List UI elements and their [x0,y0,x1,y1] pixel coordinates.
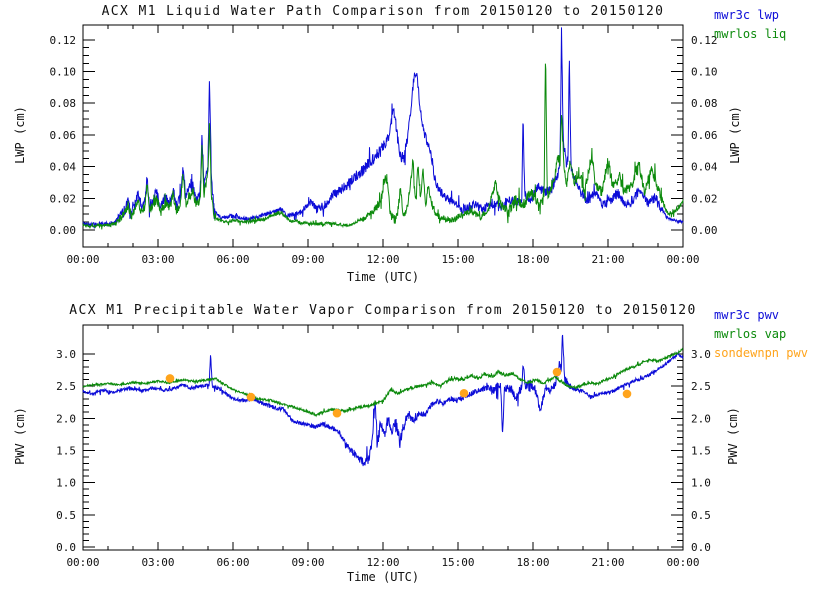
x-tick-label: 09:00 [291,556,324,569]
x-tick-label: 00:00 [66,556,99,569]
sonde-point [165,374,175,383]
legend-mwr3c-pwv: mwr3c pwv [714,308,780,322]
mwr3c-lwp-series-path [82,27,684,229]
y-tick-label: 2.5 [56,380,76,393]
x-tick-label: 21:00 [591,556,624,569]
x-tick-label: 03:00 [141,253,174,266]
x-tick-label: 15:00 [441,556,474,569]
y-tick-label: 0.06 [691,129,718,142]
y-tick-label: 1.0 [691,477,711,490]
sonde-point [552,367,562,377]
x-tick-label: 09:00 [291,253,324,266]
y-tick-label: 0.08 [50,97,77,110]
y-tick-label: 0.10 [50,66,77,79]
sonde-point [459,388,469,398]
x-tick-label: 06:00 [216,556,249,569]
x-tick-label: 00:00 [666,556,699,569]
legend-sondewnpn-pwv: sondewnpn pwv [714,346,808,360]
y-tick-label: 0.08 [691,97,718,110]
plot-box [82,24,684,248]
x-tick-label: 06:00 [216,253,249,266]
y-tick-label: 0.10 [691,66,718,79]
x-tick-label: 03:00 [141,556,174,569]
x-tick-label: 18:00 [516,253,549,266]
sonde-point [246,392,256,402]
y-tick-label: 2.0 [691,412,711,425]
y-tick-label: 2.5 [691,380,711,393]
lwp-x-axis-label: Time (UTC) [346,270,420,284]
y-tick-label: 0.02 [691,192,718,205]
x-tick-label: 12:00 [366,556,399,569]
legend-mwrlos-vap: mwrlos vap [714,327,787,341]
lwp-y-axis-label-left: LWP (cm) [13,106,27,164]
pwv-x-axis-label: Time (UTC) [346,570,420,584]
x-tick-label: 12:00 [366,253,399,266]
mwrlos-vap-series-path [82,347,683,418]
y-tick-label: 0.00 [50,224,77,237]
y-tick-label: 2.0 [56,412,76,425]
legend-mwr3c-lwp: mwr3c lwp [714,8,780,22]
legend-mwrlos-liq: mwrlos liq [714,27,787,41]
y-tick-label: 0.0 [56,541,76,554]
x-tick-label: 00:00 [66,253,99,266]
y-tick-label: 0.04 [691,161,718,174]
y-tick-label: 3.0 [56,348,76,361]
mwr3c-pwv-series-path [82,334,684,467]
y-tick-label: 0.04 [50,161,77,174]
y-tick-label: 0.06 [50,129,77,142]
y-tick-label: 0.02 [50,192,77,205]
pwv-y-axis-label-left: PWV (cm) [13,407,27,465]
x-tick-label: 21:00 [591,253,624,266]
plot-box [82,324,684,551]
sonde-point [332,408,342,418]
pwv-chart-title: ACX M1 Precipitable Water Vapor Comparis… [69,303,697,318]
y-tick-label: 1.0 [56,477,76,490]
lwp-chart-title: ACX M1 Liquid Water Path Comparison from… [101,4,665,19]
y-tick-label: 0.12 [691,34,718,47]
y-tick-label: 3.0 [691,348,711,361]
x-tick-label: 18:00 [516,556,549,569]
y-tick-label: 0.5 [691,509,711,522]
y-tick-label: 0.00 [691,224,718,237]
y-tick-label: 0.12 [50,34,77,47]
x-tick-label: 00:00 [666,253,699,266]
sonde-point [622,389,632,399]
y-tick-label: 0.0 [691,541,711,554]
pwv-y-axis-label-right: PWV (cm) [726,407,740,465]
y-tick-label: 1.5 [56,445,76,458]
lwp-y-axis-label-right: LWP (cm) [728,106,742,164]
y-tick-label: 0.5 [56,509,76,522]
mwrlos-liq-series-path [82,63,684,230]
x-tick-label: 15:00 [441,253,474,266]
y-tick-label: 1.5 [691,445,711,458]
